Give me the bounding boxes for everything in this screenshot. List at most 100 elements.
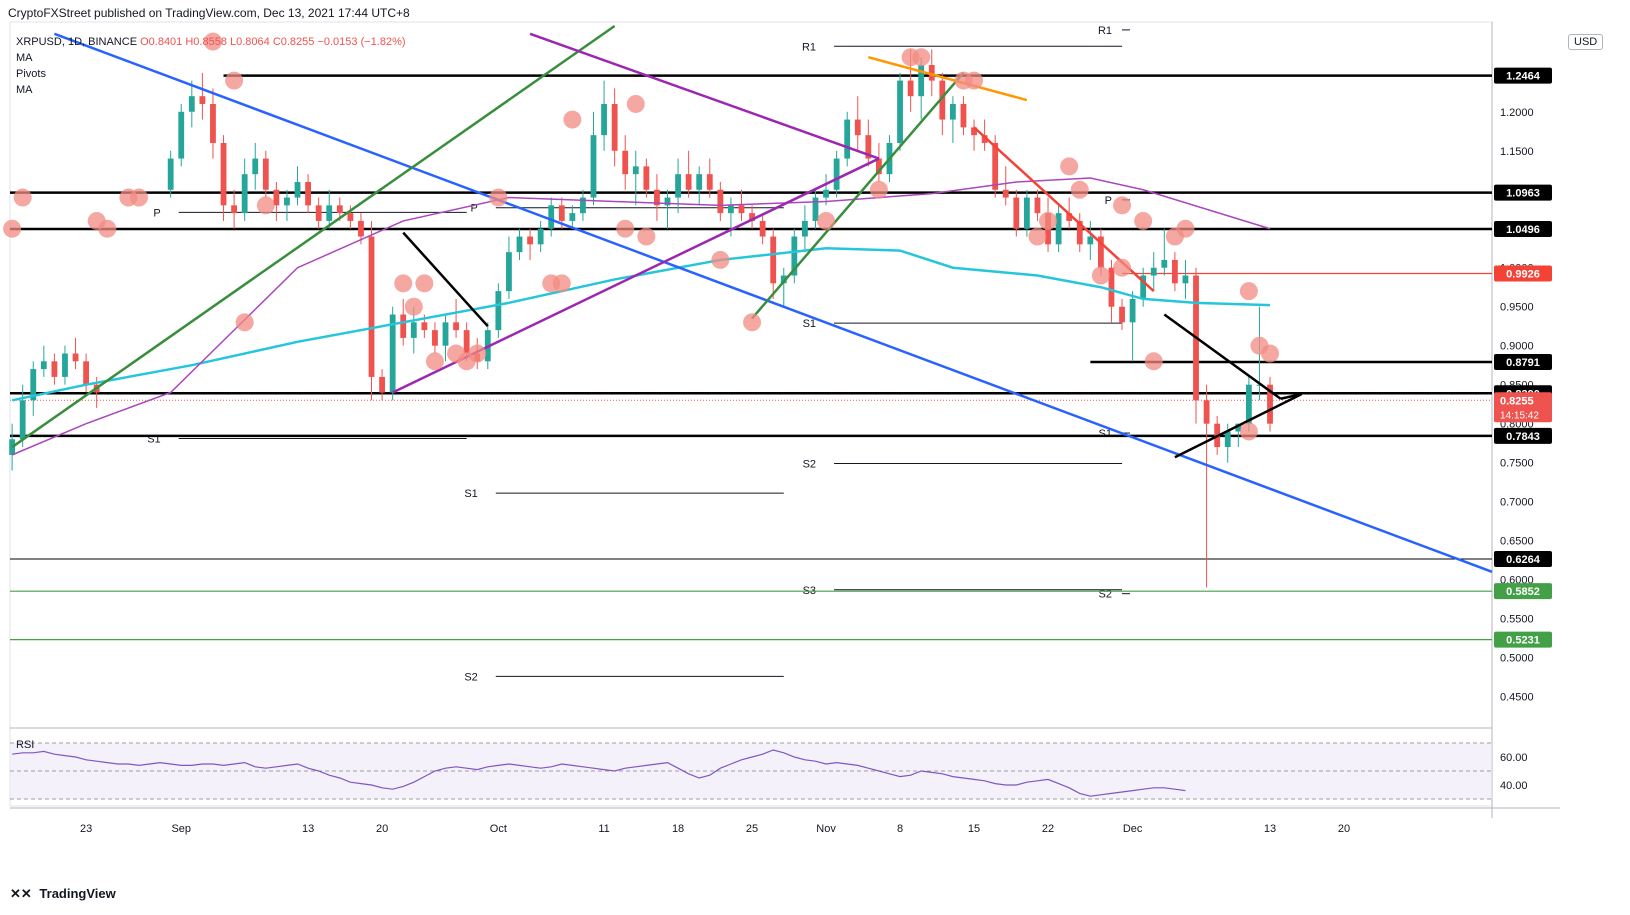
touch-marker: [1134, 211, 1153, 230]
currency-button[interactable]: USD: [1568, 34, 1604, 50]
candle-body: [749, 213, 755, 221]
touch-marker: [98, 219, 117, 238]
candle-body: [1256, 384, 1263, 386]
candle-body: [516, 236, 523, 253]
symbol-label[interactable]: XRPUSD, 1D, BINANCE: [16, 36, 138, 48]
level-price-label: 0.9926: [1506, 269, 1540, 281]
candle-body: [389, 314, 396, 393]
candle-body: [675, 174, 681, 198]
candle-body: [812, 197, 819, 221]
time-tick-label: 18: [672, 823, 684, 835]
rsi-label: RSI: [16, 739, 34, 751]
touch-marker: [415, 274, 434, 293]
indicator-pivots[interactable]: Pivots: [16, 68, 46, 80]
ohlc-values: O0.8401 H0.8558 L0.8064 C0.8255 −0.0153 …: [140, 36, 406, 48]
touch-marker: [225, 71, 244, 90]
touch-marker: [394, 274, 413, 293]
pivot-label: P: [1105, 195, 1112, 207]
candle-body: [188, 96, 195, 112]
touch-marker: [1060, 157, 1079, 176]
candle-body: [294, 181, 301, 198]
candle-body: [706, 174, 713, 190]
level-price-label: 1.2464: [1506, 71, 1541, 83]
level-price-label: 0.5852: [1506, 586, 1540, 598]
candle-body: [284, 197, 290, 206]
touch-marker: [1239, 282, 1258, 301]
price-tick-label: 0.6500: [1500, 536, 1534, 548]
candle-body: [432, 330, 438, 346]
candle-body: [178, 111, 185, 159]
candle-body: [252, 158, 259, 175]
price-tick-label: 0.5000: [1500, 653, 1534, 665]
candle-body: [622, 150, 629, 175]
candle-body: [210, 103, 216, 143]
candle-body: [62, 353, 68, 377]
touch-marker: [1070, 180, 1089, 199]
level-price-tag: [1494, 184, 1552, 201]
candle-body: [241, 174, 248, 214]
candle-body: [939, 80, 946, 120]
time-tick-label: 11: [598, 823, 609, 835]
candle-body: [1066, 213, 1073, 221]
level-price-label: 0.7843: [1506, 431, 1540, 443]
price-tick-label: 1.2000: [1500, 107, 1534, 119]
time-tick-label: 23: [80, 823, 92, 835]
touch-marker: [1239, 422, 1258, 441]
indicator-ma-2[interactable]: MA: [16, 84, 33, 96]
publisher-caption: CryptoFXStreet published on TradingView.…: [8, 6, 410, 20]
candle-body: [971, 127, 977, 136]
candle-body: [262, 158, 269, 190]
candle-body: [833, 158, 840, 190]
candle-body: [368, 236, 375, 377]
touch-marker: [1113, 196, 1132, 215]
candle-body: [1055, 213, 1062, 245]
touch-marker: [1261, 344, 1280, 363]
tradingview-brand[interactable]: ✕✕ TradingView: [10, 886, 116, 902]
touch-marker: [404, 297, 423, 316]
level-price-tag: [1494, 265, 1552, 282]
touch-marker: [711, 250, 730, 269]
candle-body: [315, 205, 322, 221]
candle-body: [1097, 236, 1104, 268]
countdown-label: 14:15:42: [1500, 410, 1539, 421]
time-tick-label: Oct: [490, 823, 507, 835]
candle-body: [421, 322, 428, 331]
price-tick-label: 0.7500: [1500, 458, 1534, 470]
candle-body: [844, 119, 851, 159]
rsi-line: [12, 749, 1186, 797]
candle-body: [1245, 384, 1252, 424]
candle-body: [1023, 197, 1030, 229]
touch-marker: [489, 188, 508, 207]
indicator-ma-1[interactable]: MA: [16, 52, 33, 64]
candle-body: [960, 103, 967, 128]
candle-body: [823, 189, 829, 198]
price-tick-label: 0.4500: [1500, 692, 1534, 704]
candle-body: [1129, 298, 1136, 323]
candle-body: [632, 166, 639, 175]
candle-body: [780, 275, 787, 284]
candle-body: [897, 80, 903, 143]
touch-marker: [817, 211, 836, 230]
trendline: [402, 231, 489, 328]
candle-body: [992, 142, 999, 190]
candle-body: [875, 158, 882, 175]
pivot-label: S2: [464, 671, 477, 683]
level-price-tag: [1494, 221, 1552, 238]
candle-body: [590, 135, 597, 198]
candle-body: [273, 189, 280, 206]
level-price-tag: [1494, 67, 1552, 84]
last-price-tag: [1494, 392, 1552, 423]
time-tick-label: Sep: [171, 823, 191, 835]
time-tick-label: 8: [897, 823, 903, 835]
touch-marker: [1091, 266, 1110, 285]
candle-body: [51, 361, 58, 377]
level-price-label: 0.8791: [1506, 357, 1540, 369]
price-tick-label: 0.7000: [1500, 497, 1534, 509]
time-tick-label: 15: [968, 823, 980, 835]
candle-body: [802, 220, 808, 237]
candle-body: [738, 205, 745, 214]
level-price-tag: [1494, 631, 1552, 648]
candle-body: [463, 330, 470, 354]
